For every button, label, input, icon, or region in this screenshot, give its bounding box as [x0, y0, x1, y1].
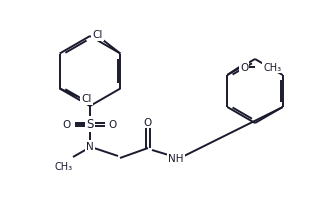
Text: S: S — [86, 118, 94, 131]
Text: O: O — [144, 117, 152, 127]
Text: O: O — [63, 119, 71, 129]
Text: CH₃: CH₃ — [55, 161, 73, 171]
Text: Cl: Cl — [92, 30, 103, 40]
Text: O: O — [109, 119, 117, 129]
Text: NH: NH — [168, 153, 184, 163]
Text: Cl: Cl — [81, 94, 92, 104]
Text: CH₃: CH₃ — [263, 63, 282, 73]
Text: N: N — [86, 141, 94, 151]
Text: O: O — [240, 63, 248, 73]
